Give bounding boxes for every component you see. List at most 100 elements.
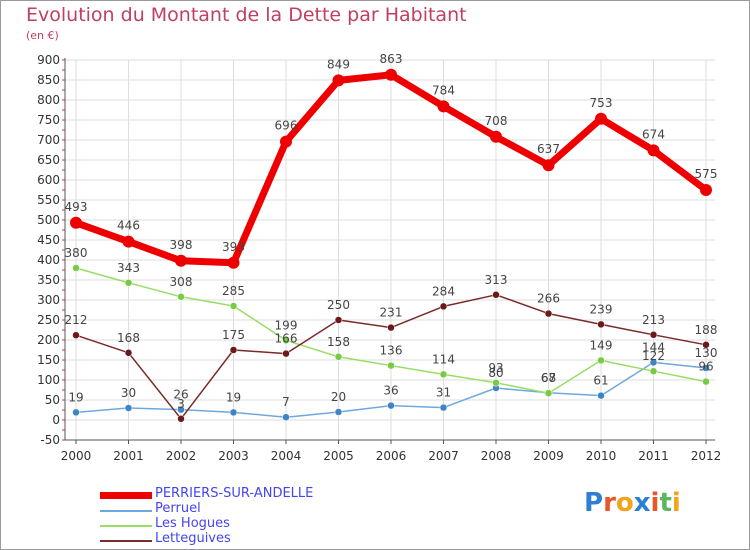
- logo-letter: i: [671, 488, 681, 518]
- y-tick-label: 150: [37, 353, 60, 367]
- logo-letter: i: [650, 488, 660, 518]
- data-label: 308: [170, 275, 193, 289]
- data-label: 575: [695, 167, 718, 181]
- data-point: [649, 331, 658, 339]
- data-point: [647, 144, 660, 157]
- data-point: [387, 361, 395, 370]
- legend-swatch: [100, 540, 152, 542]
- data-label: 166: [275, 332, 298, 346]
- data-label: 674: [642, 127, 665, 141]
- data-label: 3: [177, 397, 185, 411]
- data-point: [229, 302, 238, 310]
- data-label: 19: [68, 390, 83, 404]
- legend-label: Letteguives: [155, 531, 231, 546]
- data-label: 239: [590, 302, 613, 316]
- x-tick-label: 2008: [481, 449, 512, 463]
- data-point: [124, 279, 133, 287]
- data-point: [229, 408, 238, 417]
- data-label: 863: [380, 52, 403, 66]
- data-point: [439, 403, 448, 412]
- x-tick-label: 2010: [586, 449, 617, 463]
- y-tick-label: 50: [45, 393, 60, 407]
- data-point: [649, 367, 658, 375]
- data-label: 343: [117, 261, 140, 275]
- y-tick-label: 300: [37, 293, 60, 307]
- y-tick-label: 350: [37, 273, 60, 287]
- data-point: [649, 358, 658, 367]
- data-label: 31: [436, 386, 451, 400]
- data-label: 313: [485, 273, 508, 287]
- data-label: 20: [331, 390, 346, 404]
- data-point: [702, 377, 710, 386]
- legend-swatch: [100, 492, 152, 499]
- data-point: [72, 331, 80, 339]
- data-label: 708: [485, 114, 508, 128]
- data-point: [387, 323, 395, 332]
- data-label: 212: [65, 313, 88, 327]
- y-tick-label: 800: [37, 93, 60, 107]
- data-point: [227, 256, 240, 269]
- data-label: 158: [327, 335, 350, 349]
- data-point: [334, 353, 343, 361]
- logo-letter: t: [659, 488, 672, 518]
- x-tick-label: 2004: [271, 449, 302, 463]
- data-point: [597, 320, 605, 329]
- y-tick-label: 850: [37, 73, 60, 87]
- legend-label: Perruel: [155, 501, 201, 516]
- data-label: 61: [593, 374, 608, 388]
- legend-label: Les Hogues: [155, 516, 230, 531]
- x-tick-label: 2001: [113, 449, 144, 463]
- data-label: 784: [432, 83, 455, 97]
- y-tick-label: 100: [37, 373, 60, 387]
- data-label: 188: [695, 323, 718, 337]
- y-tick-label: 250: [37, 313, 60, 327]
- data-label: 849: [327, 57, 350, 71]
- data-label: 637: [537, 142, 560, 156]
- logo-letter: x: [633, 488, 651, 518]
- logo-letter: o: [615, 488, 634, 518]
- data-point: [332, 74, 345, 87]
- data-label: 446: [117, 219, 140, 233]
- data-label: 380: [65, 246, 88, 260]
- y-tick-label: 200: [37, 333, 60, 347]
- x-tick-label: 2009: [533, 449, 564, 463]
- data-label: 753: [590, 96, 613, 110]
- data-label: 19: [226, 390, 241, 404]
- data-label: 284: [432, 284, 455, 298]
- y-tick-label: 400: [37, 253, 60, 267]
- data-label: 30: [121, 386, 136, 400]
- data-point: [334, 408, 343, 416]
- data-label: 149: [590, 338, 613, 352]
- data-label: 168: [117, 331, 140, 345]
- data-label: 393: [222, 240, 245, 254]
- data-label: 96: [698, 360, 713, 374]
- data-label: 398: [170, 238, 193, 252]
- data-point: [175, 254, 187, 267]
- data-point: [334, 316, 343, 324]
- data-label: 213: [642, 313, 665, 327]
- y-tick-label: 650: [37, 153, 60, 167]
- data-label: 199: [275, 318, 298, 332]
- data-point: [385, 68, 397, 81]
- y-tick-label: 0: [52, 413, 60, 427]
- data-point: [229, 346, 238, 354]
- data-label: 67: [541, 371, 556, 385]
- data-point: [544, 309, 553, 318]
- data-label: 7: [282, 395, 290, 409]
- data-point: [124, 404, 133, 412]
- y-tick-label: 900: [37, 53, 60, 67]
- x-tick-label: 2012: [691, 449, 722, 463]
- x-tick-label: 2011: [638, 449, 669, 463]
- data-point: [437, 100, 450, 113]
- data-label: 130: [695, 346, 718, 360]
- y-tick-label: 600: [37, 173, 60, 187]
- data-point: [122, 235, 135, 248]
- data-point: [282, 336, 290, 345]
- data-point: [70, 216, 82, 229]
- data-point: [597, 356, 605, 365]
- legend-swatch: [100, 510, 152, 512]
- data-label: 122: [642, 349, 665, 363]
- data-point: [72, 264, 80, 272]
- chart-title: Evolution du Montant de la Dette par Hab…: [26, 4, 467, 26]
- x-tick-label: 2000: [61, 449, 92, 463]
